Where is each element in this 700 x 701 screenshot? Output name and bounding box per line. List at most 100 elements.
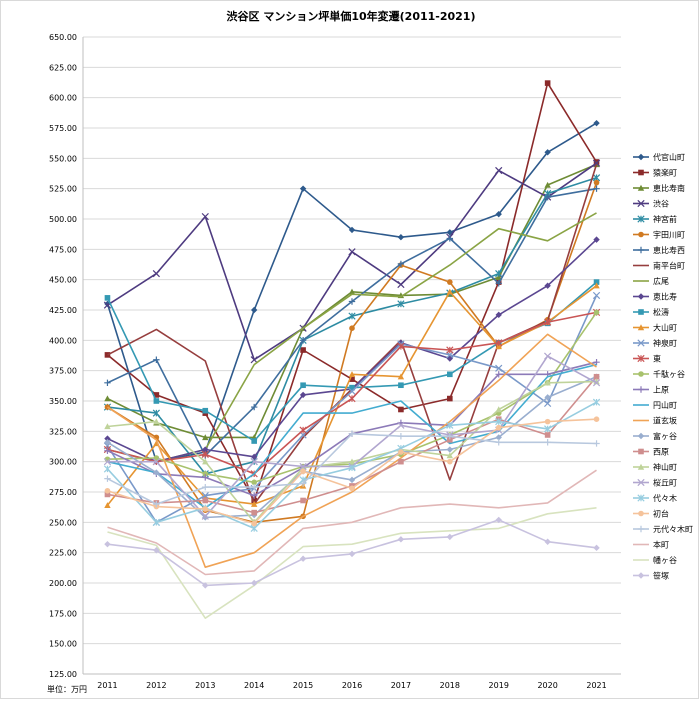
legend-label: 上原 (653, 386, 669, 395)
data-point (544, 399, 552, 408)
data-point (251, 497, 257, 504)
data-point (202, 483, 209, 491)
x-tick-label: 2016 (342, 681, 362, 690)
data-point (250, 403, 258, 411)
legend-label: 恵比寿 (653, 292, 677, 302)
data-point (495, 339, 503, 347)
data-point (397, 373, 405, 380)
legend-label: 幡ヶ谷 (653, 555, 677, 565)
data-point (202, 497, 209, 504)
legend-item: 広尾 (633, 276, 669, 286)
legend-label: 猿楽町 (653, 168, 677, 178)
data-point (201, 212, 209, 221)
legend-marker (638, 309, 644, 315)
data-point (447, 458, 453, 465)
data-point (104, 395, 111, 402)
legend-marker (637, 199, 645, 208)
data-point (348, 248, 356, 256)
data-point (153, 392, 160, 398)
data-point (300, 468, 306, 475)
y-tick-label: 650.00 (49, 33, 77, 42)
data-point (593, 358, 600, 366)
legend-marker (637, 386, 645, 393)
data-point (104, 295, 111, 301)
data-point (495, 269, 503, 278)
data-point (348, 394, 356, 403)
legend-marker (637, 184, 645, 191)
legend-item: 猿楽町 (633, 168, 677, 178)
legend-marker (637, 246, 645, 254)
data-point (593, 416, 600, 423)
data-point (544, 418, 551, 425)
legend-marker (638, 448, 644, 455)
data-point (592, 291, 601, 300)
series-25 (104, 430, 600, 508)
data-point (299, 391, 307, 399)
data-point (104, 439, 111, 446)
legend-item: 大山町 (633, 323, 677, 333)
legend-item: 笹塚 (633, 571, 669, 581)
legend-item: 幡ヶ谷 (633, 555, 677, 565)
legend-item: 宇田川町 (633, 230, 685, 240)
y-tick-label: 300.00 (49, 458, 77, 467)
legend-label: 宇田川町 (653, 230, 685, 240)
data-point (348, 312, 356, 320)
data-point (300, 347, 306, 353)
y-tick-label: 325.00 (49, 427, 77, 436)
data-point (153, 500, 160, 508)
data-point (592, 398, 601, 406)
legend-label: 恵比寿西 (653, 245, 685, 255)
data-point (153, 469, 160, 476)
y-tick-label: 425.00 (49, 306, 77, 315)
data-point (152, 458, 160, 466)
data-point (446, 533, 454, 541)
data-point (495, 418, 503, 426)
legend-label: 広尾 (653, 276, 669, 286)
data-point (544, 193, 551, 201)
series-24 (104, 416, 600, 527)
y-tick-label: 450.00 (49, 276, 77, 285)
legend-marker (637, 339, 645, 347)
series-line (107, 239, 598, 463)
legend-marker (638, 371, 644, 377)
legend: 代官山町猿楽町恵比寿南渋谷神宮前宇田川町恵比寿西南平台町広尾恵比寿松濤大山町神泉… (633, 152, 693, 581)
data-point (104, 487, 111, 494)
data-point (446, 346, 454, 354)
legend-item: 富ヶ谷 (633, 431, 677, 441)
data-point (544, 282, 551, 289)
data-point (103, 465, 112, 473)
data-point (299, 426, 307, 434)
unit-label: 単位：万円 (47, 684, 87, 694)
series-line (107, 361, 597, 497)
legend-item: 桜丘町 (633, 478, 677, 488)
y-tick-label: 175.00 (49, 609, 77, 618)
grid-layer (83, 36, 621, 675)
data-point (153, 356, 160, 363)
legend-label: 元代々木町 (653, 524, 693, 534)
y-tick-label: 375.00 (49, 367, 77, 376)
legend-label: 神泉町 (653, 338, 677, 348)
data-point (250, 483, 258, 491)
legend-item: 西原 (633, 448, 669, 457)
axis-layer: 125.00 150.00 175.00 200.00 225.00 250.00 275.… (49, 33, 621, 690)
legend-item: 円山町 (633, 400, 677, 410)
legend-item: 千駄ヶ谷 (633, 369, 685, 379)
data-point (250, 500, 258, 507)
legend-marker (638, 169, 644, 176)
legend-item: 渋谷 (633, 199, 669, 209)
data-point (397, 280, 405, 289)
data-point (152, 269, 160, 278)
data-point (593, 309, 600, 316)
data-point (104, 491, 111, 498)
legend-label: 西原 (653, 448, 669, 457)
data-point (299, 337, 307, 344)
data-point (495, 274, 502, 280)
data-point (495, 210, 502, 218)
legend-item: 松濤 (633, 307, 669, 317)
data-point (202, 407, 209, 414)
data-point (397, 536, 405, 543)
data-point (397, 300, 405, 308)
data-point (446, 421, 454, 429)
legend-marker (638, 510, 644, 517)
data-point (397, 342, 405, 351)
